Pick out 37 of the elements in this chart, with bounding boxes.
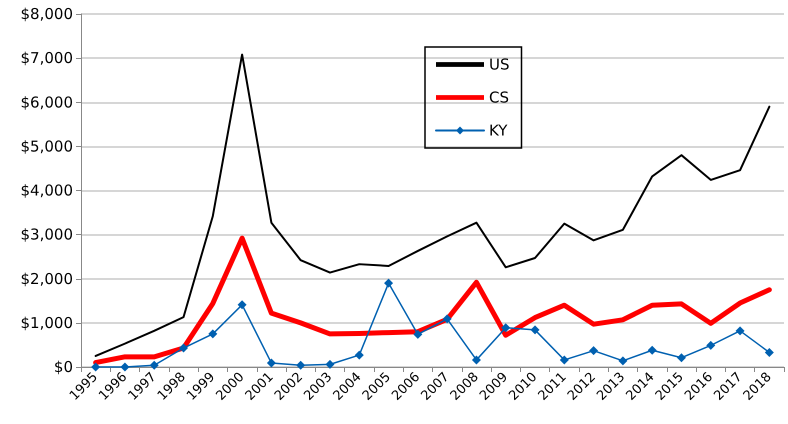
point (618, 356, 628, 366)
point (706, 340, 716, 350)
line-series (94, 54, 770, 357)
point (676, 353, 686, 362)
point (266, 358, 276, 368)
legend-label: US (489, 56, 510, 74)
y-tick-label: $5,000 (20, 137, 73, 156)
point (764, 348, 774, 357)
y-tick-label: $1,000 (20, 314, 73, 332)
point (501, 323, 510, 332)
y-tick-label: $8,000 (20, 5, 73, 23)
legend-label: CS (489, 88, 509, 106)
point (150, 360, 159, 370)
point (648, 346, 657, 355)
point (560, 355, 569, 364)
point (384, 278, 394, 288)
point (238, 300, 247, 310)
point (354, 350, 364, 360)
point (442, 314, 452, 324)
y-tick-label: $3,000 (20, 226, 73, 244)
y-tick-label: $4,000 (20, 182, 73, 200)
point (530, 325, 540, 334)
point (472, 355, 481, 364)
y-tick-label: $2,000 (20, 270, 73, 288)
legend-label: KY (489, 122, 508, 140)
point (589, 346, 598, 356)
point (736, 326, 745, 336)
point (325, 360, 334, 369)
point (208, 329, 218, 338)
point (296, 360, 306, 370)
point (413, 330, 422, 339)
y-tick-label: $6,000 (20, 93, 73, 112)
point (179, 344, 188, 353)
y-tick-label: $0 (54, 358, 73, 376)
point (120, 362, 130, 372)
point (91, 362, 100, 372)
y-tick-label: $7,000 (20, 49, 73, 68)
